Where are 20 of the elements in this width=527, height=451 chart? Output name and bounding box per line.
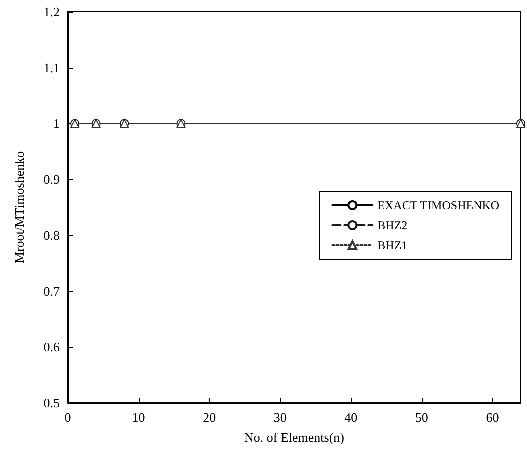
legend-label: EXACT TIMOSHENKO — [378, 198, 500, 212]
x-tick-label: 0 — [64, 410, 72, 425]
x-tick-label: 20 — [203, 410, 216, 425]
x-tick-label: 50 — [415, 410, 428, 425]
y-axis-title: Mroot/MTimoshenko — [12, 151, 27, 264]
x-tick-label: 10 — [132, 410, 146, 425]
x-tick-label: 40 — [344, 410, 358, 425]
x-tick-label: 30 — [274, 410, 287, 425]
legend-label: BHZ2 — [378, 218, 408, 232]
y-tick-label: 0.8 — [44, 228, 60, 243]
y-tick-label: 0.7 — [44, 284, 60, 299]
x-tick-label: 60 — [486, 410, 500, 425]
y-tick-label: 1.2 — [44, 4, 60, 20]
y-tick-label: 1.1 — [44, 60, 60, 76]
y-tick-label: 1 — [54, 116, 60, 132]
y-tick-label: 0.9 — [44, 172, 60, 188]
y-tick-label: 0.5 — [44, 396, 60, 410]
legend-label: BHZ1 — [378, 238, 408, 252]
y-tick-label: 0.6 — [44, 340, 60, 355]
x-axis-title: No. of Elements(n) — [244, 430, 345, 445]
